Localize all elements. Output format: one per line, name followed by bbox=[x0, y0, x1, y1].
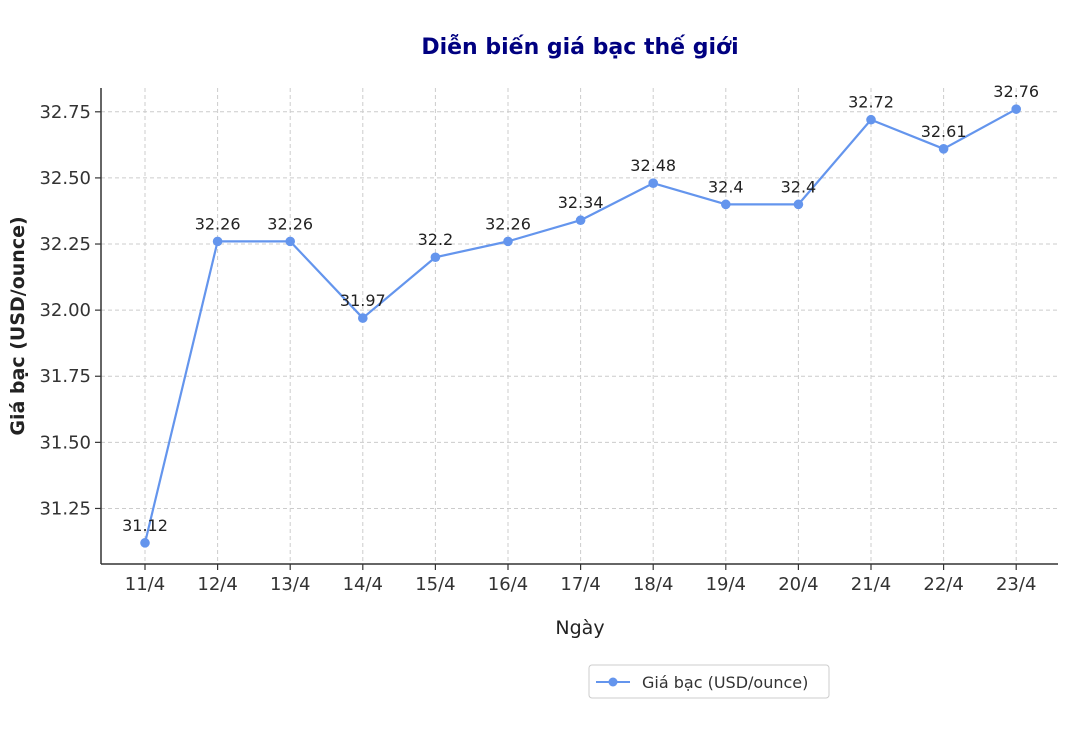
grid bbox=[101, 88, 1058, 564]
x-tick-label: 12/4 bbox=[197, 574, 237, 595]
y-tick-label: 31.25 bbox=[39, 498, 91, 519]
data-label: 32.61 bbox=[921, 122, 967, 141]
data-label: 31.12 bbox=[122, 516, 168, 535]
data-label: 32.48 bbox=[630, 156, 676, 175]
legend-series-label: Giá bạc (USD/ounce) bbox=[642, 673, 808, 692]
data-label: 32.4 bbox=[781, 177, 817, 196]
legend: Giá bạc (USD/ounce) bbox=[588, 664, 830, 699]
data-point bbox=[938, 144, 949, 154]
data-point bbox=[212, 236, 223, 247]
data-label: 32.4 bbox=[708, 177, 744, 196]
data-point bbox=[648, 178, 658, 188]
data-labels: 31.12 32.26 32.26 31.97 32.2 32.26 32.34 32.48 3… bbox=[122, 82, 1039, 535]
data-point bbox=[1011, 104, 1021, 114]
y-axis-label: Giá bạc (USD/ounce) bbox=[7, 216, 29, 435]
data-point bbox=[866, 114, 876, 125]
data-label: 31.97 bbox=[340, 291, 386, 310]
y-axis-ticks: 31.25 31.50 31.75 32.00 32.25 32.50 32.75 bbox=[39, 102, 101, 519]
y-tick-label: 31.75 bbox=[39, 366, 91, 387]
x-tick-label: 15/4 bbox=[415, 574, 455, 595]
data-label: 32.2 bbox=[418, 230, 454, 249]
x-tick-label: 14/4 bbox=[343, 574, 383, 595]
data-point bbox=[430, 252, 441, 263]
x-tick-label: 19/4 bbox=[706, 574, 746, 595]
data-label: 32.26 bbox=[195, 214, 241, 233]
y-tick-label: 32.00 bbox=[39, 300, 91, 321]
x-tick-label: 23/4 bbox=[996, 574, 1036, 595]
x-tick-label: 20/4 bbox=[778, 574, 818, 595]
data-point bbox=[140, 538, 150, 548]
x-tick-label: 18/4 bbox=[633, 574, 673, 595]
data-point bbox=[503, 236, 513, 247]
axes bbox=[100, 88, 1058, 565]
series-layer bbox=[140, 104, 1021, 548]
data-point bbox=[358, 313, 368, 323]
x-tick-label: 21/4 bbox=[851, 574, 891, 595]
data-label: 32.26 bbox=[485, 214, 531, 233]
x-axis-label: Ngày bbox=[555, 617, 604, 639]
data-label: 32.34 bbox=[558, 193, 604, 212]
x-tick-label: 11/4 bbox=[125, 574, 165, 595]
data-point bbox=[721, 199, 731, 210]
x-tick-label: 17/4 bbox=[560, 574, 600, 595]
data-point bbox=[285, 236, 296, 247]
x-tick-label: 16/4 bbox=[488, 574, 528, 595]
data-label: 32.72 bbox=[848, 93, 894, 112]
legend-series-marker bbox=[608, 677, 618, 687]
y-tick-label: 31.50 bbox=[39, 432, 91, 453]
y-tick-label: 32.75 bbox=[39, 102, 91, 123]
data-point bbox=[793, 199, 804, 210]
chart-title: Diễn biến giá bạc thế giới bbox=[421, 35, 738, 60]
x-axis-ticks: 11/4 12/4 13/4 14/4 15/4 16/4 17/4 18/4 19/4 20/4… bbox=[125, 564, 1036, 595]
legend-box bbox=[588, 664, 830, 699]
data-label: 32.76 bbox=[993, 82, 1039, 101]
y-tick-label: 32.25 bbox=[39, 234, 91, 255]
y-tick-label: 32.50 bbox=[39, 168, 91, 189]
data-label: 32.26 bbox=[267, 214, 313, 233]
x-tick-label: 13/4 bbox=[270, 574, 310, 595]
x-tick-label: 22/4 bbox=[923, 574, 963, 595]
data-point bbox=[575, 215, 586, 226]
